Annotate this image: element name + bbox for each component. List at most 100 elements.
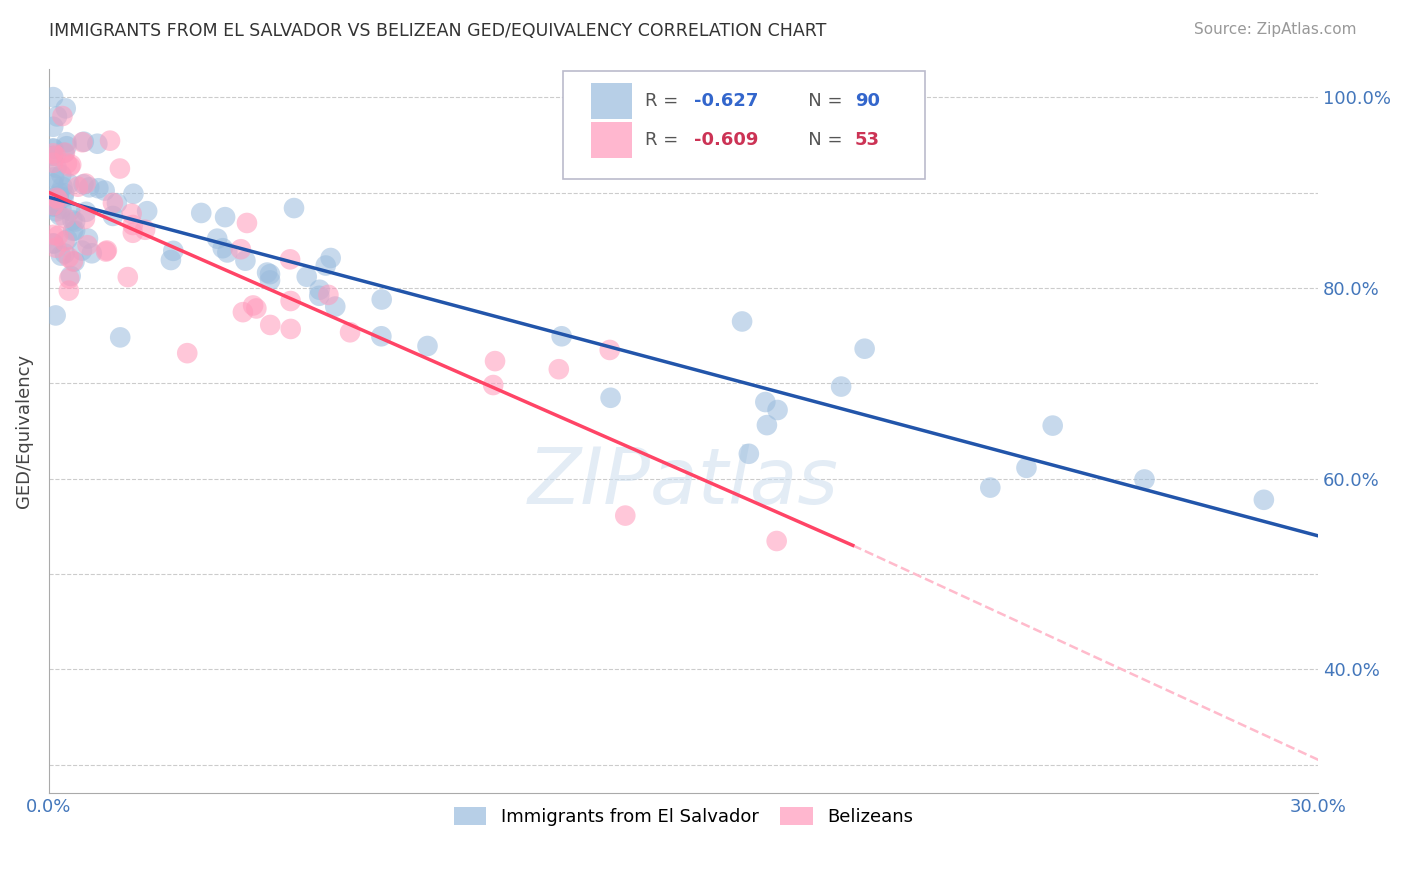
Point bbox=[256, 266, 278, 280]
Point bbox=[44, 170, 66, 185]
Point bbox=[63, 214, 86, 228]
Point bbox=[58, 284, 80, 298]
Point bbox=[323, 300, 346, 314]
Point bbox=[101, 195, 124, 210]
Point bbox=[66, 179, 89, 194]
Point bbox=[46, 110, 69, 124]
Point bbox=[205, 232, 228, 246]
Point bbox=[42, 198, 65, 212]
Point bbox=[42, 155, 65, 169]
Point bbox=[259, 318, 281, 332]
Point bbox=[766, 403, 789, 417]
Point bbox=[62, 224, 84, 238]
Point bbox=[53, 211, 76, 226]
Text: 53: 53 bbox=[855, 131, 880, 149]
Point bbox=[42, 236, 65, 251]
Legend: Immigrants from El Salvador, Belizeans: Immigrants from El Salvador, Belizeans bbox=[444, 798, 922, 835]
Point bbox=[63, 224, 86, 238]
Point bbox=[55, 139, 77, 153]
Point bbox=[42, 142, 65, 156]
Point bbox=[755, 418, 778, 433]
Text: R =: R = bbox=[645, 131, 685, 149]
Point bbox=[121, 218, 143, 232]
Point bbox=[53, 234, 76, 248]
Text: N =: N = bbox=[792, 92, 849, 110]
Point bbox=[46, 228, 69, 243]
Point bbox=[45, 191, 67, 205]
Point bbox=[44, 190, 66, 204]
Point bbox=[614, 508, 637, 523]
Point bbox=[94, 244, 117, 259]
Point bbox=[80, 246, 103, 260]
Point bbox=[48, 186, 70, 200]
Point bbox=[108, 161, 131, 176]
Point bbox=[93, 184, 115, 198]
Point bbox=[42, 90, 65, 104]
Point bbox=[87, 181, 110, 195]
Point bbox=[48, 189, 70, 203]
Point bbox=[236, 216, 259, 230]
Point bbox=[117, 270, 139, 285]
Point bbox=[70, 244, 93, 258]
Point bbox=[134, 223, 156, 237]
Point bbox=[42, 197, 65, 211]
Point bbox=[51, 109, 73, 123]
Point bbox=[754, 395, 776, 409]
Point bbox=[121, 206, 143, 220]
Point bbox=[853, 342, 876, 356]
Point bbox=[830, 379, 852, 393]
Point bbox=[42, 149, 65, 163]
Text: N =: N = bbox=[792, 131, 849, 149]
Point bbox=[319, 251, 342, 265]
Point bbox=[58, 251, 80, 265]
Point bbox=[318, 288, 340, 302]
Point bbox=[42, 236, 65, 251]
Point bbox=[295, 269, 318, 284]
Point bbox=[160, 253, 183, 268]
Point bbox=[232, 305, 254, 319]
Point bbox=[1042, 418, 1064, 433]
Point bbox=[51, 179, 73, 194]
Point bbox=[73, 211, 96, 226]
Point bbox=[259, 267, 281, 281]
Point bbox=[58, 177, 80, 191]
Point bbox=[110, 330, 132, 344]
Point bbox=[45, 309, 67, 323]
Point bbox=[1133, 473, 1156, 487]
Point bbox=[55, 102, 77, 116]
Point bbox=[52, 190, 75, 204]
Point bbox=[75, 204, 97, 219]
Point bbox=[62, 254, 84, 268]
Point bbox=[370, 329, 392, 343]
Point bbox=[242, 298, 264, 312]
Point bbox=[121, 226, 143, 240]
Point bbox=[51, 202, 73, 216]
Point bbox=[1015, 460, 1038, 475]
FancyBboxPatch shape bbox=[591, 122, 631, 159]
Point bbox=[42, 199, 65, 213]
Point bbox=[599, 343, 621, 357]
Point bbox=[122, 186, 145, 201]
Point bbox=[599, 391, 621, 405]
Point bbox=[280, 322, 302, 336]
Point bbox=[63, 254, 86, 268]
Point bbox=[42, 146, 65, 161]
Point bbox=[217, 245, 239, 260]
Point bbox=[42, 177, 65, 191]
Text: IMMIGRANTS FROM EL SALVADOR VS BELIZEAN GED/EQUIVALENCY CORRELATION CHART: IMMIGRANTS FROM EL SALVADOR VS BELIZEAN … bbox=[49, 22, 827, 40]
Point bbox=[77, 231, 100, 245]
Point bbox=[482, 378, 505, 392]
Point bbox=[53, 246, 76, 260]
Point bbox=[73, 135, 96, 149]
Point bbox=[162, 244, 184, 258]
Point bbox=[105, 196, 128, 211]
Point bbox=[60, 213, 83, 227]
Point bbox=[51, 168, 73, 182]
Point bbox=[42, 199, 65, 213]
Point bbox=[59, 203, 82, 218]
Point bbox=[229, 242, 252, 256]
Point bbox=[211, 241, 233, 255]
Text: Source: ZipAtlas.com: Source: ZipAtlas.com bbox=[1194, 22, 1357, 37]
Point bbox=[42, 141, 65, 155]
Text: -0.609: -0.609 bbox=[693, 131, 758, 149]
